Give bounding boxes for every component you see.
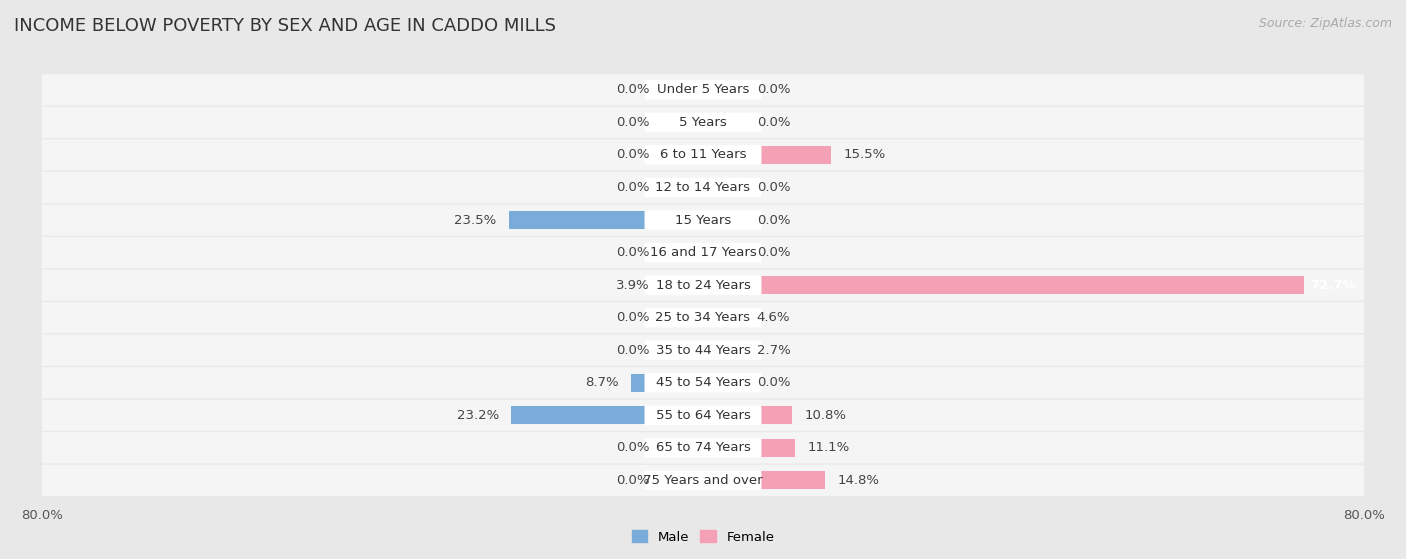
FancyBboxPatch shape bbox=[644, 308, 762, 328]
FancyBboxPatch shape bbox=[644, 178, 762, 197]
Text: INCOME BELOW POVERTY BY SEX AND AGE IN CADDO MILLS: INCOME BELOW POVERTY BY SEX AND AGE IN C… bbox=[14, 17, 555, 35]
Bar bbox=[662, 309, 703, 326]
Text: 25 to 34 Years: 25 to 34 Years bbox=[655, 311, 751, 324]
Text: 0.0%: 0.0% bbox=[616, 441, 650, 454]
Bar bbox=[662, 113, 703, 131]
Bar bbox=[703, 211, 744, 229]
Bar bbox=[662, 276, 703, 294]
Text: 35 to 44 Years: 35 to 44 Years bbox=[655, 344, 751, 357]
FancyBboxPatch shape bbox=[25, 465, 1381, 496]
Text: 0.0%: 0.0% bbox=[616, 116, 650, 129]
Text: 0.0%: 0.0% bbox=[756, 116, 790, 129]
Text: 23.5%: 23.5% bbox=[454, 214, 496, 226]
Bar bbox=[662, 146, 703, 164]
Text: 23.2%: 23.2% bbox=[457, 409, 499, 421]
Bar bbox=[662, 244, 703, 262]
Text: 0.0%: 0.0% bbox=[616, 311, 650, 324]
Text: 10.8%: 10.8% bbox=[804, 409, 846, 421]
FancyBboxPatch shape bbox=[25, 172, 1381, 203]
Bar bbox=[703, 341, 744, 359]
FancyBboxPatch shape bbox=[644, 276, 762, 295]
FancyBboxPatch shape bbox=[644, 145, 762, 165]
FancyBboxPatch shape bbox=[644, 373, 762, 392]
Text: 72.7%: 72.7% bbox=[1310, 278, 1355, 292]
Text: 0.0%: 0.0% bbox=[756, 83, 790, 96]
Text: 0.0%: 0.0% bbox=[616, 474, 650, 487]
Text: 11.1%: 11.1% bbox=[807, 441, 849, 454]
Text: 0.0%: 0.0% bbox=[756, 181, 790, 194]
Bar bbox=[631, 374, 703, 392]
Text: 0.0%: 0.0% bbox=[756, 214, 790, 226]
Text: 0.0%: 0.0% bbox=[616, 246, 650, 259]
Text: 8.7%: 8.7% bbox=[585, 376, 619, 389]
FancyBboxPatch shape bbox=[644, 405, 762, 425]
FancyBboxPatch shape bbox=[25, 367, 1381, 399]
Bar bbox=[662, 178, 703, 196]
Text: 0.0%: 0.0% bbox=[756, 246, 790, 259]
Text: 55 to 64 Years: 55 to 64 Years bbox=[655, 409, 751, 421]
Legend: Male, Female: Male, Female bbox=[626, 525, 780, 549]
Text: Source: ZipAtlas.com: Source: ZipAtlas.com bbox=[1258, 17, 1392, 30]
FancyBboxPatch shape bbox=[25, 432, 1381, 463]
Text: 2.7%: 2.7% bbox=[756, 344, 790, 357]
Text: 0.0%: 0.0% bbox=[616, 344, 650, 357]
Bar bbox=[703, 439, 794, 457]
FancyBboxPatch shape bbox=[644, 112, 762, 132]
FancyBboxPatch shape bbox=[25, 107, 1381, 138]
Bar bbox=[703, 471, 825, 489]
Text: 15 Years: 15 Years bbox=[675, 214, 731, 226]
Bar bbox=[509, 211, 703, 229]
FancyBboxPatch shape bbox=[25, 139, 1381, 170]
Bar bbox=[662, 439, 703, 457]
FancyBboxPatch shape bbox=[644, 243, 762, 262]
Text: 14.8%: 14.8% bbox=[838, 474, 880, 487]
Text: 45 to 54 Years: 45 to 54 Years bbox=[655, 376, 751, 389]
Text: 0.0%: 0.0% bbox=[616, 149, 650, 162]
FancyBboxPatch shape bbox=[644, 210, 762, 230]
FancyBboxPatch shape bbox=[25, 269, 1381, 301]
FancyBboxPatch shape bbox=[25, 74, 1381, 106]
Text: 0.0%: 0.0% bbox=[756, 376, 790, 389]
FancyBboxPatch shape bbox=[25, 400, 1381, 431]
Text: 18 to 24 Years: 18 to 24 Years bbox=[655, 278, 751, 292]
FancyBboxPatch shape bbox=[25, 237, 1381, 268]
Bar bbox=[703, 146, 831, 164]
Text: 6 to 11 Years: 6 to 11 Years bbox=[659, 149, 747, 162]
Text: 65 to 74 Years: 65 to 74 Years bbox=[655, 441, 751, 454]
Bar bbox=[703, 374, 744, 392]
Text: 75 Years and over: 75 Years and over bbox=[643, 474, 763, 487]
FancyBboxPatch shape bbox=[644, 438, 762, 458]
Text: 16 and 17 Years: 16 and 17 Years bbox=[650, 246, 756, 259]
Text: 0.0%: 0.0% bbox=[616, 83, 650, 96]
Bar bbox=[703, 244, 744, 262]
Bar bbox=[662, 341, 703, 359]
Bar bbox=[703, 178, 744, 196]
Text: 0.0%: 0.0% bbox=[616, 181, 650, 194]
FancyBboxPatch shape bbox=[25, 205, 1381, 236]
Bar bbox=[703, 113, 744, 131]
Text: 3.9%: 3.9% bbox=[616, 278, 650, 292]
Bar bbox=[703, 276, 1303, 294]
Text: Under 5 Years: Under 5 Years bbox=[657, 83, 749, 96]
FancyBboxPatch shape bbox=[644, 340, 762, 360]
Text: 5 Years: 5 Years bbox=[679, 116, 727, 129]
Bar bbox=[662, 81, 703, 99]
FancyBboxPatch shape bbox=[25, 334, 1381, 366]
Text: 12 to 14 Years: 12 to 14 Years bbox=[655, 181, 751, 194]
Text: 15.5%: 15.5% bbox=[844, 149, 886, 162]
FancyBboxPatch shape bbox=[25, 302, 1381, 333]
Bar bbox=[703, 406, 792, 424]
Bar bbox=[703, 81, 744, 99]
Bar bbox=[512, 406, 703, 424]
Text: 4.6%: 4.6% bbox=[756, 311, 790, 324]
Bar bbox=[662, 471, 703, 489]
FancyBboxPatch shape bbox=[644, 471, 762, 490]
Bar bbox=[703, 309, 744, 326]
FancyBboxPatch shape bbox=[644, 80, 762, 100]
